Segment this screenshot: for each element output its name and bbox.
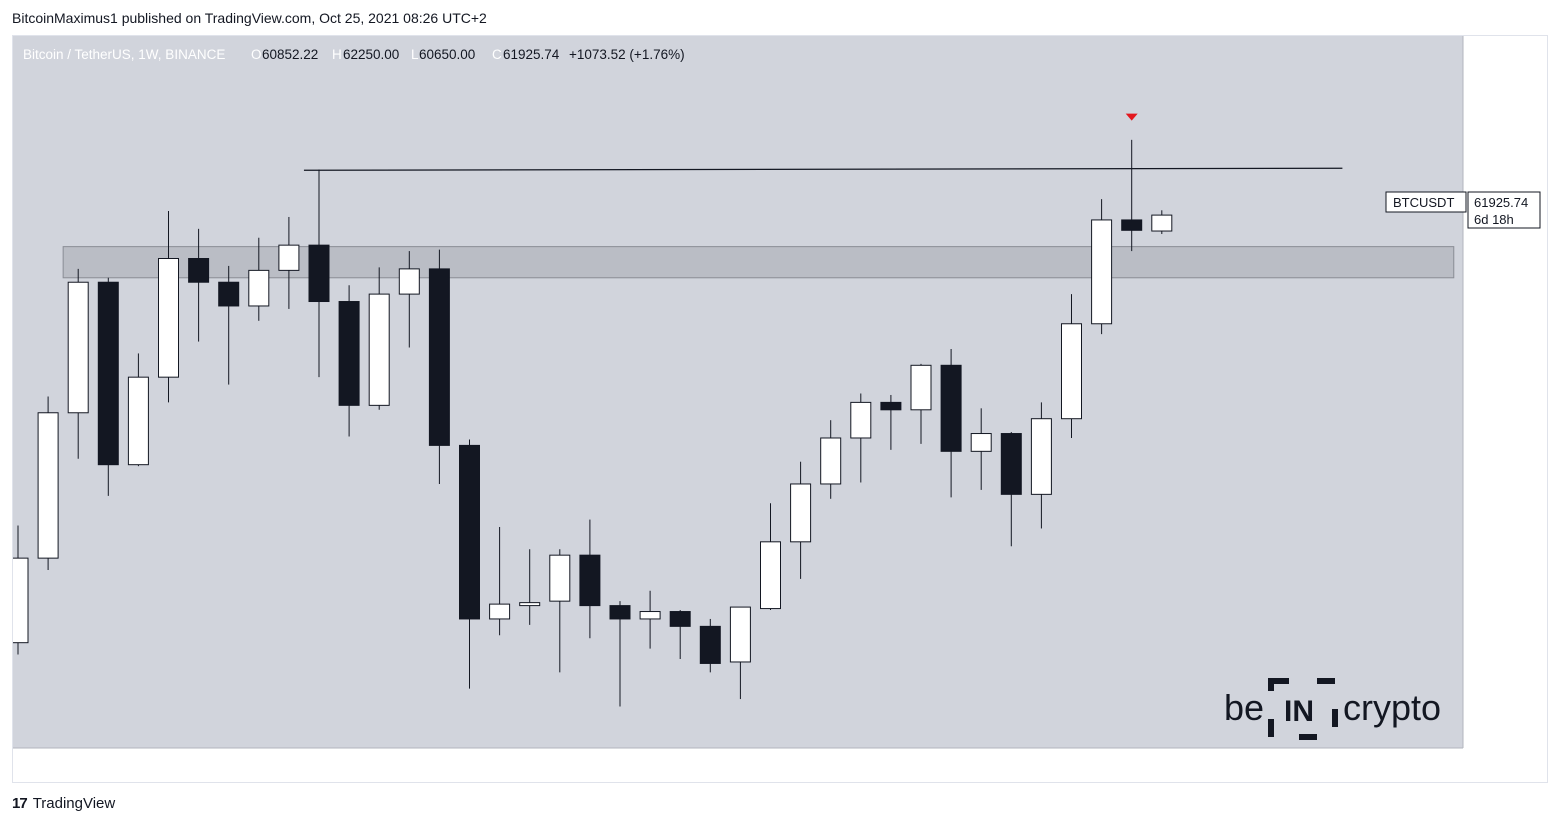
legend-low-label: L	[411, 47, 419, 62]
price-tick-label: 57500.00	[1489, 274, 1541, 288]
price-tick-label: 32500.00	[1489, 645, 1541, 659]
candle-bullish[interactable]	[489, 603, 511, 620]
time-tick-label: Apr	[263, 759, 285, 774]
symbol-badge-label: BTCUSDT	[1393, 195, 1454, 210]
candle-bearish[interactable]	[97, 281, 119, 466]
time-tick-label: Nov	[1165, 759, 1189, 774]
candle-bullish[interactable]	[820, 437, 842, 485]
footer-brand[interactable]: TradingView	[32, 795, 116, 812]
bearish-signal-marker	[1125, 113, 1138, 121]
candle-bullish[interactable]	[127, 376, 149, 466]
candle-bullish[interactable]	[639, 611, 661, 620]
price-tick-label: 52500.00	[1489, 348, 1541, 362]
candle-bearish[interactable]	[699, 625, 721, 664]
legend-close-label: C	[492, 47, 502, 62]
footer: 17 TradingView	[12, 795, 115, 812]
price-tick-label: 27500.00	[1489, 719, 1541, 733]
candle-bullish[interactable]	[398, 268, 420, 295]
price-tick-label: 30000.00	[1489, 682, 1541, 696]
last-price-badge	[1467, 191, 1541, 229]
candle-bullish[interactable]	[790, 483, 812, 543]
price-tick-label: 65000.00	[1489, 163, 1541, 177]
watermark-be: be	[1224, 687, 1264, 728]
candle-bearish[interactable]	[880, 401, 902, 411]
candle-bearish[interactable]	[188, 258, 210, 283]
price-tick-label: 50000.00	[1489, 385, 1541, 399]
candle-bullish[interactable]	[248, 269, 270, 307]
time-tick-label: Mar	[112, 759, 136, 774]
candle-bearish[interactable]	[338, 301, 360, 406]
support-resistance-zone[interactable]	[62, 246, 1455, 279]
price-tick-label: 40000.00	[1489, 533, 1541, 547]
bar-countdown: 6d 18h	[1474, 212, 1514, 227]
candle-bullish[interactable]	[278, 244, 300, 271]
candle-bullish[interactable]	[1030, 418, 1052, 495]
candle-bullish[interactable]	[760, 541, 781, 610]
price-tick-label: 67500.00	[1489, 125, 1541, 139]
time-tick-label: Sep	[924, 759, 948, 774]
candle-bearish[interactable]	[308, 244, 330, 303]
publish-line: BitcoinMaximus1 published on TradingView…	[12, 10, 487, 26]
beincrypto-watermark: be IN crypto	[1224, 678, 1441, 740]
price-tick-label: 47500.00	[1489, 422, 1541, 436]
time-tick-label: Aug	[774, 759, 798, 774]
legend-close-value: 61925.74	[503, 47, 560, 62]
time-tick-label: Oct	[1046, 759, 1067, 774]
candle-bullish[interactable]	[37, 412, 59, 559]
candle-bullish[interactable]	[850, 401, 872, 439]
price-tick-label: 55000.00	[1489, 311, 1541, 325]
time-tick-label: Dec	[1315, 759, 1339, 774]
candle-bullish[interactable]	[368, 293, 390, 406]
legend-high-label: H	[332, 47, 342, 62]
resistance-line[interactable]	[303, 167, 1343, 171]
legend-open-value: 60852.22	[262, 47, 318, 62]
candle-bullish[interactable]	[67, 281, 89, 414]
candle-bullish[interactable]	[1061, 323, 1082, 420]
watermark-in: IN	[1284, 695, 1314, 728]
candle-bearish[interactable]	[669, 611, 691, 627]
candle-bearish[interactable]	[459, 444, 480, 620]
watermark-bracket-box	[1268, 678, 1338, 740]
candle-bearish[interactable]	[428, 268, 450, 446]
price-chart[interactable]: 27500.00 30000.00 32500.00 35000.00 37500.00…	[13, 36, 1549, 784]
price-scale-currency: USDT	[1489, 47, 1523, 61]
tradingview-logo-icon: 17	[12, 795, 28, 812]
candle-bearish[interactable]	[940, 364, 962, 452]
price-tick-label: 42500.00	[1489, 496, 1541, 510]
legend-symbol: Bitcoin / TetherUS, 1W, BINANCE	[23, 47, 225, 62]
candle-bullish[interactable]	[970, 433, 992, 452]
watermark-crypto: crypto	[1343, 687, 1441, 728]
legend-high-value: 62250.00	[343, 47, 399, 62]
candle-bullish[interactable]	[1151, 214, 1173, 232]
candle-bullish[interactable]	[13, 557, 29, 644]
legend-open-label: O	[251, 47, 262, 62]
price-tick-label: 45000.00	[1489, 459, 1541, 473]
candle-bullish[interactable]	[158, 258, 179, 378]
time-tick-label: Feb	[13, 759, 15, 774]
candle-bearish[interactable]	[609, 605, 631, 620]
candle-bullish[interactable]	[729, 606, 751, 663]
candle-bullish[interactable]	[1091, 219, 1113, 325]
legend-change: +1073.52 (+1.76%)	[569, 47, 685, 62]
candle-bullish[interactable]	[910, 364, 932, 411]
candle-bearish[interactable]	[218, 281, 240, 307]
candle-bearish[interactable]	[1000, 433, 1022, 495]
candle-bullish[interactable]	[549, 554, 571, 602]
symbol-badge	[1385, 191, 1467, 213]
time-tick-label: May	[381, 759, 407, 774]
candle-bearish[interactable]	[1121, 219, 1143, 231]
legend-low-value: 60650.00	[419, 47, 475, 62]
price-tick-label: 60000.00	[1489, 237, 1541, 251]
time-tick-label: 202	[1436, 759, 1459, 774]
price-tick-label: 35000.00	[1489, 608, 1541, 622]
candle-bearish[interactable]	[579, 554, 601, 607]
time-tick-label: Jun	[534, 759, 556, 774]
last-price-value: 61925.74	[1474, 195, 1528, 210]
candle-bullish[interactable]	[519, 602, 541, 607]
time-tick-label: Jul	[657, 759, 674, 774]
chart-frame[interactable]: 27500.00 30000.00 32500.00 35000.00 37500.00…	[12, 35, 1548, 783]
price-tick-label: 70000.00	[1489, 88, 1541, 102]
price-scale-top-partial: 72500.00	[1489, 36, 1541, 47]
price-tick-label: 37500.00	[1489, 570, 1541, 584]
